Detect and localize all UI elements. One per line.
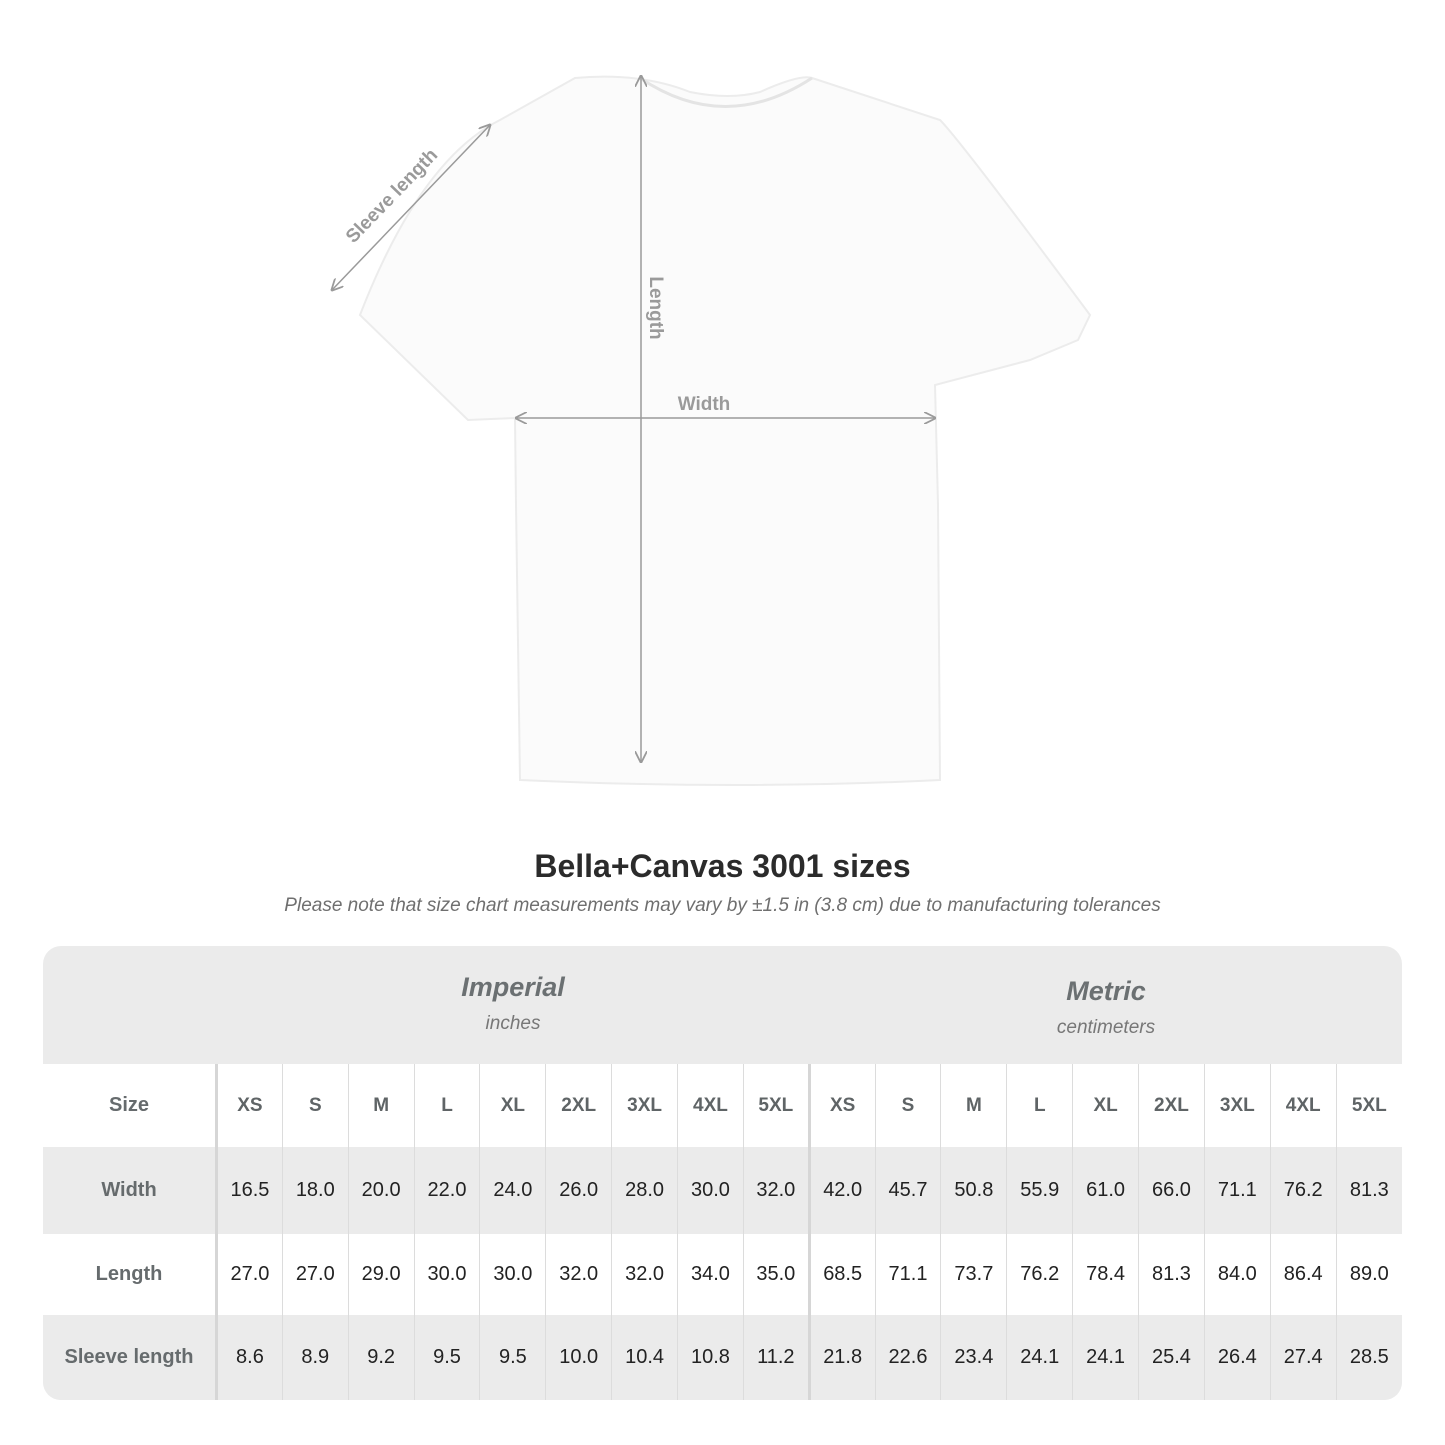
- metric-value: 25.4: [1138, 1315, 1205, 1400]
- metric-size-L: L: [1006, 1064, 1073, 1147]
- collar: [639, 76, 813, 108]
- metric-value: 28.5: [1335, 1315, 1402, 1400]
- metric-size-XL: XL: [1072, 1064, 1139, 1147]
- metric-size-S: S: [874, 1064, 941, 1147]
- imperial-value: 32.0: [742, 1147, 810, 1234]
- sleeve-measure-line: [332, 125, 490, 290]
- imperial-value: 24.0: [479, 1147, 546, 1234]
- imperial-value: 9.2: [347, 1315, 415, 1400]
- metric-size-M: M: [940, 1064, 1007, 1147]
- table-row: Width 16.5 18.0 20.0 22.0 24.0 26.0 28.0 30.0 32.…: [43, 1147, 1402, 1234]
- imperial-size-2XL: 2XL: [545, 1064, 612, 1147]
- imperial-value: 18.0: [281, 1147, 349, 1234]
- imperial-size-L: L: [413, 1064, 480, 1147]
- imperial-value: 9.5: [479, 1315, 546, 1400]
- imperial-size-S: S: [281, 1064, 349, 1147]
- metric-value: 50.8: [940, 1147, 1007, 1234]
- size-header-row: Size XS S M L XL 2XL 3XL 4XL 5XL XS S M L XL 2XL 3XL 4XL 5…: [43, 1064, 1402, 1147]
- metric-value: 84.0: [1203, 1234, 1271, 1315]
- size-table: Size XS S M L XL 2XL 3XL 4XL 5XL XS S M L XL 2XL 3XL 4XL 5…: [43, 1064, 1402, 1400]
- imperial-value: 26.0: [545, 1147, 612, 1234]
- imperial-value: 10.8: [677, 1315, 744, 1400]
- width-label: Width: [678, 394, 731, 415]
- imperial-value: 27.0: [281, 1234, 349, 1315]
- metric-value: 76.2: [1006, 1234, 1073, 1315]
- metric-label: Metric: [1066, 976, 1146, 1006]
- metric-size-2XL: 2XL: [1138, 1064, 1205, 1147]
- imperial-label: Imperial: [461, 972, 565, 1002]
- metric-value: 89.0: [1335, 1234, 1402, 1315]
- metric-value: 86.4: [1269, 1234, 1337, 1315]
- size-chart: Imperial inches Metric centimeters Size X…: [43, 946, 1402, 1400]
- metric-value: 81.3: [1138, 1234, 1205, 1315]
- tshirt-shape: [358, 75, 1092, 786]
- imperial-unit: inches: [485, 1013, 541, 1034]
- metric-size-3XL: 3XL: [1203, 1064, 1271, 1147]
- metric-value: 71.1: [874, 1234, 941, 1315]
- page-title: Bella+Canvas 3001 sizes: [534, 848, 911, 884]
- imperial-size-XL: XL: [479, 1064, 546, 1147]
- imperial-value: 8.6: [216, 1315, 283, 1400]
- imperial-value: 22.0: [413, 1147, 480, 1234]
- imperial-header: Imperial inches: [217, 946, 809, 1090]
- imperial-value: 30.0: [479, 1234, 546, 1315]
- imperial-value: 29.0: [347, 1234, 415, 1315]
- metric-size-5XL: 5XL: [1335, 1064, 1402, 1147]
- imperial-value: 16.5: [216, 1147, 283, 1234]
- imperial-value: 8.9: [281, 1315, 349, 1400]
- metric-value: 78.4: [1072, 1234, 1139, 1315]
- row-label: Width: [43, 1147, 218, 1234]
- imperial-value: 35.0: [742, 1234, 810, 1315]
- table-row: Sleeve length 8.6 8.9 9.2 9.5 9.5 10.0 10.4 10.8…: [43, 1315, 1402, 1400]
- length-label: Length: [645, 276, 666, 339]
- tshirt-diagram: Sleeve length Length Width: [0, 0, 1092, 786]
- table-row: Length 27.0 27.0 29.0 30.0 30.0 32.0 32.0 34.0 35…: [43, 1234, 1402, 1315]
- imperial-size-M: M: [347, 1064, 415, 1147]
- metric-value: 45.7: [874, 1147, 941, 1234]
- imperial-size-3XL: 3XL: [611, 1064, 678, 1147]
- metric-value: 71.1: [1203, 1147, 1271, 1234]
- metric-value: 21.8: [807, 1315, 876, 1400]
- row-label: Length: [43, 1234, 218, 1315]
- metric-value: 24.1: [1006, 1315, 1073, 1400]
- tolerance-note: Please note that size chart measurements…: [284, 895, 1161, 916]
- metric-value: 23.4: [940, 1315, 1007, 1400]
- imperial-size-5XL: 5XL: [742, 1064, 810, 1147]
- metric-value: 66.0: [1138, 1147, 1205, 1234]
- metric-header: Metric centimeters: [810, 946, 1402, 1094]
- imperial-value: 10.4: [611, 1315, 678, 1400]
- metric-value: 55.9: [1006, 1147, 1073, 1234]
- metric-value: 73.7: [940, 1234, 1007, 1315]
- imperial-value: 9.5: [413, 1315, 480, 1400]
- metric-size-4XL: 4XL: [1269, 1064, 1337, 1147]
- metric-size-XS: XS: [807, 1064, 876, 1147]
- metric-value: 76.2: [1269, 1147, 1337, 1234]
- row-label: Sleeve length: [43, 1315, 218, 1400]
- metric-value: 81.3: [1335, 1147, 1402, 1234]
- metric-value: 68.5: [807, 1234, 876, 1315]
- imperial-size-4XL: 4XL: [677, 1064, 744, 1147]
- metric-value: 22.6: [874, 1315, 941, 1400]
- metric-value: 27.4: [1269, 1315, 1337, 1400]
- imperial-value: 28.0: [611, 1147, 678, 1234]
- imperial-value: 32.0: [545, 1234, 612, 1315]
- metric-unit: centimeters: [1056, 1017, 1156, 1038]
- imperial-value: 30.0: [677, 1147, 744, 1234]
- imperial-value: 11.2: [742, 1315, 810, 1400]
- metric-value: 61.0: [1072, 1147, 1139, 1234]
- imperial-value: 30.0: [413, 1234, 480, 1315]
- imperial-value: 34.0: [677, 1234, 744, 1315]
- metric-value: 24.1: [1072, 1315, 1139, 1400]
- metric-value: 42.0: [807, 1147, 876, 1234]
- imperial-value: 27.0: [216, 1234, 283, 1315]
- imperial-value: 32.0: [611, 1234, 678, 1315]
- size-label: Size: [43, 1064, 218, 1147]
- imperial-size-XS: XS: [216, 1064, 283, 1147]
- imperial-value: 10.0: [545, 1315, 612, 1400]
- metric-value: 26.4: [1203, 1315, 1271, 1400]
- imperial-value: 20.0: [347, 1147, 415, 1234]
